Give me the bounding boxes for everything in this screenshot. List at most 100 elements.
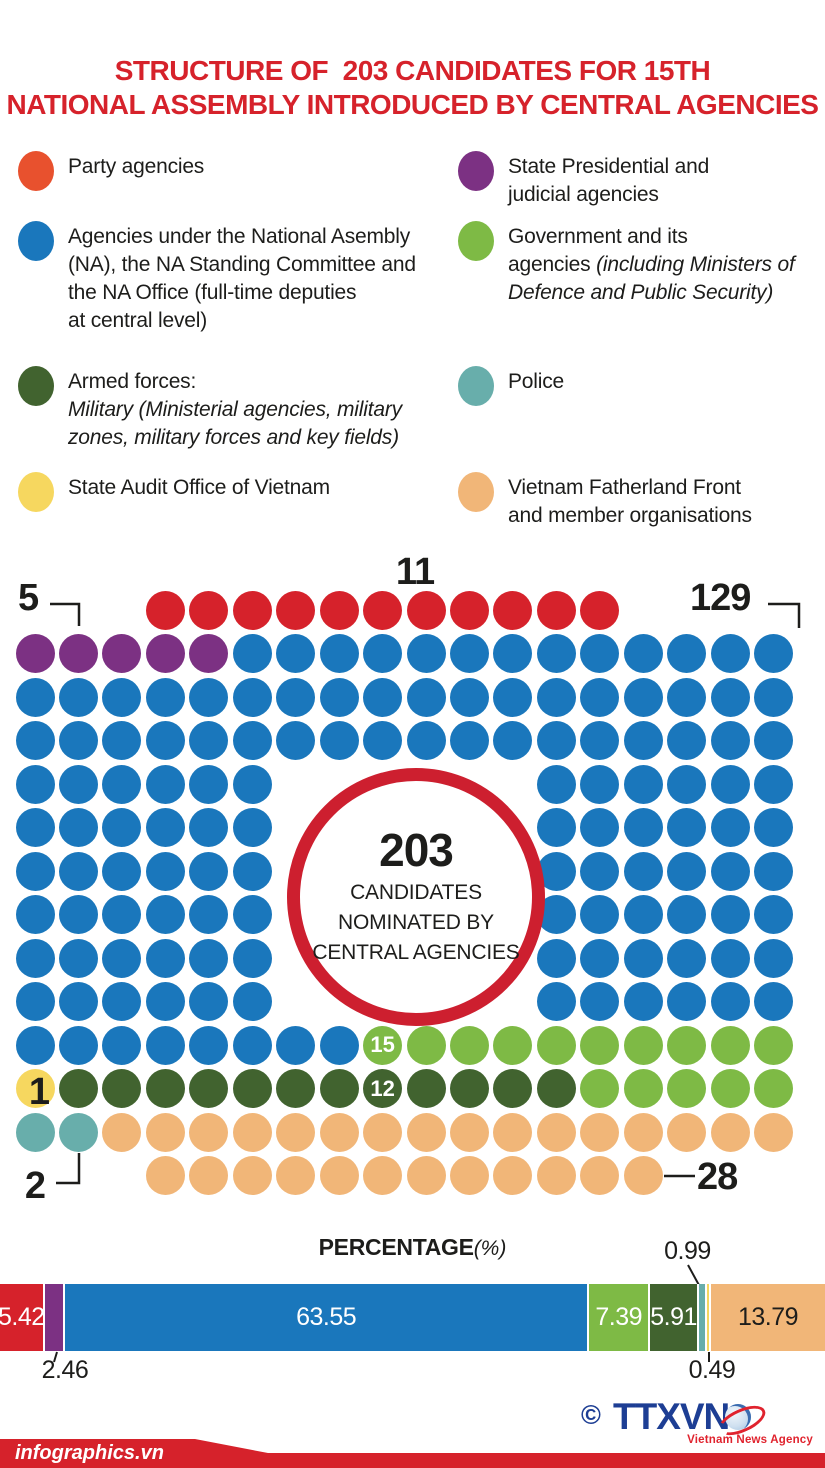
count-state-audit: 1: [28, 1071, 50, 1113]
candidate-dot-red: [276, 590, 316, 630]
candidate-dot-blue: [58, 677, 98, 717]
candidate-dot-red: [232, 590, 272, 630]
legend-item-fatherland-front: Vietnam Fatherland Front and member organ…: [458, 472, 825, 530]
candidate-dot-blue: [754, 764, 794, 804]
candidate-dot-blue: [58, 938, 98, 978]
bar-segment-purple: [44, 1284, 65, 1351]
count-state-presidential: 5: [18, 577, 39, 619]
candidate-dot-yellow: [15, 1069, 55, 1108]
candidate-dot-blue: [493, 634, 533, 673]
candidate-dot-blue: [667, 851, 707, 891]
candidate-dot-blue: [319, 634, 359, 673]
candidate-dot-blue: [710, 808, 750, 847]
candidate-dot-blue: [15, 1025, 55, 1065]
candidate-dot-blue: [667, 895, 707, 934]
candidate-dot-red: [580, 590, 620, 630]
candidate-dot-orange: [189, 1112, 229, 1152]
bar-segment-red: 5.42: [0, 1284, 45, 1351]
page-title-line2: NATIONAL ASSEMBLY INTRODUCED BY CENTRAL …: [6, 89, 819, 120]
candidate-dot-orange: [623, 1156, 663, 1195]
bar-segment-orange: 13.79: [711, 1284, 825, 1351]
infographics-site-label: infographics.vn: [15, 1442, 164, 1464]
candidate-dot-blue: [580, 808, 620, 847]
candidate-dot-blue: [102, 764, 142, 804]
copyright-icon: ©: [581, 1400, 601, 1430]
candidate-dot-blue: [536, 938, 576, 978]
candidate-dot-blue: [189, 808, 229, 847]
legend-text-line: Military (Ministerial agencies, military: [68, 398, 402, 421]
candidate-dot-blue: [710, 895, 750, 934]
candidate-dot-green: [754, 1025, 794, 1065]
candidate-dot-orange: [145, 1156, 185, 1195]
candidate-dot-blue: [276, 677, 316, 717]
candidate-dot-blue: [102, 851, 142, 891]
percent-police-label: 0.99: [664, 1237, 711, 1265]
candidate-dot-blue: [189, 938, 229, 978]
candidate-dot-blue: [710, 634, 750, 673]
bar-segment-yellow: [707, 1284, 712, 1351]
candidate-dot-orange: [145, 1112, 185, 1152]
candidate-dot-darkgreen: [232, 1069, 272, 1108]
state-audit-dot-icon: [18, 472, 54, 512]
bar-segment-value: 5.91: [650, 1303, 697, 1331]
ttxvn-logo: © TTXVN Vietnam News Agency: [581, 1396, 813, 1448]
candidate-dot-blue: [450, 721, 489, 760]
candidate-dot-darkgreen: [145, 1069, 185, 1108]
bar-segment-value: 7.39: [595, 1303, 643, 1331]
candidate-dot-blue: [15, 982, 55, 1021]
candidate-dot-blue: [493, 721, 533, 760]
legend-text-line: zones, military forces and key fields): [68, 426, 399, 449]
candidate-dot-red: [536, 590, 576, 630]
candidate-dot-blue: [493, 677, 533, 717]
percent-state-audit-label: 0.49: [688, 1356, 736, 1384]
candidate-dot-green: [710, 1025, 750, 1065]
candidate-dot-orange: [102, 1112, 142, 1152]
candidate-dot-blue: [406, 634, 446, 673]
candidate-dot-blue: [232, 634, 272, 673]
candidate-dot-orange: [536, 1156, 576, 1195]
legend-text-line: Defence and Public Security): [508, 281, 774, 304]
candidate-dot-orange: [450, 1112, 489, 1152]
candidate-dot-orange: [232, 1112, 272, 1152]
candidate-dot-blue: [102, 721, 142, 760]
candidate-dot-blue: [15, 808, 55, 847]
candidate-dot-blue: [145, 808, 185, 847]
candidate-dot-blue: [145, 1025, 185, 1065]
candidate-dot-blue: [189, 1025, 229, 1065]
candidate-dot-green: [580, 1025, 620, 1065]
candidate-dot-blue: [145, 851, 185, 891]
candidate-dot-darkgreen: [319, 1069, 359, 1108]
candidate-dot-blue: [363, 721, 403, 760]
legend-text-line: Police: [508, 370, 564, 393]
candidate-dot-blue: [276, 1025, 316, 1065]
candidate-dot-blue: [623, 938, 663, 978]
count-party-agencies: 11: [395, 551, 435, 593]
candidate-dot-blue: [145, 721, 185, 760]
legend-text-line: judicial agencies: [508, 183, 659, 206]
legend-text-line: Vietnam Fatherland Front: [508, 476, 741, 499]
candidate-dot-blue: [319, 1025, 359, 1065]
candidate-dot-blue: [232, 1025, 272, 1065]
candidate-dot-green: [667, 1025, 707, 1065]
candidate-dot-orange: [623, 1112, 663, 1152]
candidate-dot-blue: [276, 634, 316, 673]
legend-text-line: State Presidential and: [508, 155, 710, 178]
candidate-dot-darkgreen: [58, 1069, 98, 1108]
candidate-dot-darkgreen: [406, 1069, 446, 1108]
candidate-dot-blue: [102, 938, 142, 978]
candidate-dot-blue: [754, 634, 794, 673]
candidate-dot-blue: [754, 677, 794, 717]
candidate-dot-blue: [667, 764, 707, 804]
candidate-dot-blue: [15, 895, 55, 934]
candidate-dot-blue: [145, 764, 185, 804]
candidate-dot-green: [493, 1025, 533, 1065]
candidate-dot-orange: [189, 1156, 229, 1195]
percentage-stacked-bar: 5.42 63.55 7.39 5.91 13.79: [0, 1284, 825, 1351]
candidate-dot-darkgreen: [450, 1069, 489, 1108]
candidate-dot-blue: [189, 677, 229, 717]
candidate-dot-blue: [232, 895, 272, 934]
candidate-dot-blue: [363, 677, 403, 717]
candidate-dot-orange: [580, 1112, 620, 1152]
candidate-dot-blue: [580, 895, 620, 934]
candidate-dot-blue: [319, 721, 359, 760]
